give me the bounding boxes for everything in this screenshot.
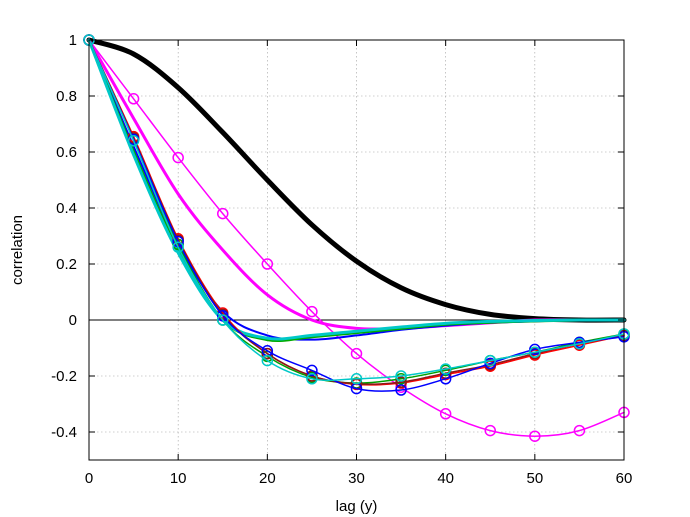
series-layer <box>83 34 630 442</box>
y-tick-label: 0.4 <box>56 200 77 217</box>
data-point <box>350 347 363 360</box>
data-point <box>306 364 318 377</box>
data-point <box>529 430 541 442</box>
data-point <box>484 354 496 367</box>
x-tick-label: 30 <box>348 470 365 487</box>
data-point <box>439 363 452 375</box>
data-point <box>350 373 363 385</box>
data-point <box>395 376 407 388</box>
data-point <box>127 135 140 147</box>
series-line <box>88 39 625 437</box>
x-tick-label: 50 <box>526 470 543 487</box>
y-tick-label: 0 <box>69 312 77 329</box>
x-tick-label: 60 <box>616 470 633 487</box>
y-tick-label: 0.2 <box>56 256 77 273</box>
series-line <box>87 38 626 341</box>
data-point <box>261 354 274 367</box>
series-10 <box>83 34 630 385</box>
x-tick-label: 10 <box>170 470 187 487</box>
y-tick-label: 1 <box>69 32 77 49</box>
data-point <box>395 384 407 396</box>
data-point <box>306 373 318 385</box>
data-point <box>529 346 541 358</box>
data-point <box>484 424 496 437</box>
y-tick-label: -0.2 <box>51 368 77 385</box>
x-tick-label: 0 <box>85 470 93 487</box>
grid-lines <box>89 39 624 460</box>
y-tick-label: 0.6 <box>56 144 77 161</box>
data-point <box>439 408 452 420</box>
data-point <box>395 370 407 382</box>
series-line <box>88 39 625 382</box>
y-tick-label: -0.4 <box>51 424 77 441</box>
series-line <box>88 39 625 392</box>
data-point <box>127 93 140 105</box>
data-point <box>306 305 318 318</box>
x-tick-label: 40 <box>437 470 454 487</box>
data-point <box>573 338 586 350</box>
y-tick-label: 0.8 <box>56 88 77 105</box>
series-5 <box>87 38 626 341</box>
data-point <box>573 424 586 437</box>
data-point <box>217 207 229 220</box>
x-tick-label: 20 <box>259 470 276 487</box>
y-axis-label: correlation <box>9 215 26 285</box>
x-axis-label: lag (y) <box>336 498 378 515</box>
data-point <box>217 314 229 326</box>
data-point <box>172 151 184 164</box>
series-2 <box>83 34 630 442</box>
data-point <box>172 241 184 253</box>
axis-ticks: 0 10 20 30 40 50 60 -0.4 -0.2 0 0.2 0.4 0.6 0.8 1 <box>51 32 632 487</box>
data-point <box>261 258 274 270</box>
